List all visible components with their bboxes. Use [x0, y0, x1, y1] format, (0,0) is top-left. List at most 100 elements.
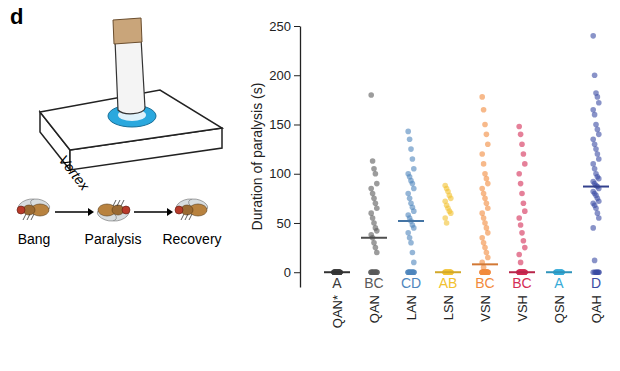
point	[595, 151, 601, 157]
point	[481, 269, 487, 275]
point	[374, 269, 380, 275]
point	[521, 200, 527, 206]
fly-leg	[181, 214, 184, 220]
point	[371, 220, 377, 226]
point	[410, 181, 416, 187]
x-tick: LAN	[404, 291, 419, 320]
point	[596, 132, 602, 138]
point	[592, 258, 598, 264]
point	[411, 269, 417, 275]
strip	[368, 92, 379, 275]
point	[590, 161, 596, 167]
group-label: CD	[401, 275, 421, 291]
point	[590, 136, 596, 142]
group-label: AB	[439, 275, 458, 291]
point	[485, 205, 491, 211]
x-tick: QAN*	[330, 291, 345, 328]
strip	[516, 124, 527, 275]
point	[590, 225, 596, 231]
point	[370, 191, 376, 197]
median	[509, 271, 535, 273]
point	[411, 260, 417, 266]
point	[405, 191, 411, 197]
y-tick: 150	[269, 117, 300, 132]
point	[518, 181, 524, 187]
point	[518, 260, 524, 266]
point	[410, 250, 416, 256]
point	[485, 141, 491, 147]
y-tick: 50	[277, 216, 300, 231]
x-tick: QSN	[552, 291, 567, 323]
fly-leg	[113, 200, 116, 206]
point	[479, 94, 485, 100]
fly	[175, 197, 210, 220]
y-axis-title: Duration of paralysis (s)	[249, 83, 265, 231]
point	[519, 191, 525, 197]
point	[405, 129, 411, 135]
x-tick-label: LAN	[404, 295, 419, 320]
point	[481, 269, 487, 275]
point	[373, 245, 379, 251]
group-label: BC	[364, 275, 383, 291]
point	[518, 132, 524, 138]
y-tick-mark	[294, 223, 300, 224]
point	[596, 199, 602, 205]
point	[370, 158, 376, 164]
point	[516, 215, 522, 221]
point	[596, 100, 602, 106]
median	[435, 271, 461, 273]
device-label: Vortex	[56, 152, 94, 194]
fly-leg	[185, 214, 188, 220]
fly	[17, 197, 52, 220]
panel-label: d	[10, 4, 23, 29]
arrow	[134, 211, 167, 212]
point	[519, 141, 525, 147]
point	[485, 230, 491, 236]
group-labels: ABCCDABBCBCAD	[332, 275, 601, 291]
point	[481, 161, 487, 167]
y-axis-line	[300, 27, 301, 288]
y-tick-label: 200	[269, 68, 291, 83]
y-tick-mark	[294, 272, 300, 273]
strip	[405, 129, 416, 275]
point	[592, 112, 598, 118]
point	[374, 269, 380, 275]
point	[596, 156, 602, 162]
point	[484, 132, 490, 138]
point	[484, 176, 490, 182]
median	[398, 220, 424, 222]
fly-leg	[31, 214, 34, 220]
point	[592, 72, 598, 78]
point	[484, 250, 490, 256]
point	[521, 151, 527, 157]
point	[411, 269, 417, 275]
point	[516, 252, 522, 258]
step-label: Recovery	[162, 231, 221, 247]
point	[448, 196, 454, 202]
x-axis: QAN*QANLANLSNVSNVSHQSNQAH	[330, 291, 604, 328]
fly-leg	[23, 214, 26, 220]
point	[481, 269, 487, 275]
point	[479, 210, 485, 216]
point	[374, 205, 380, 211]
point	[371, 166, 377, 172]
group-label: A	[332, 275, 342, 291]
x-tick: LSN	[441, 291, 456, 320]
point	[407, 136, 413, 142]
point	[484, 225, 490, 231]
x-tick-label: VSH	[515, 295, 530, 322]
group-label: BC	[475, 275, 494, 291]
fly-head	[122, 206, 130, 214]
x-tick-label: LSN	[441, 295, 456, 320]
point	[593, 146, 599, 152]
fly-head	[17, 206, 25, 214]
point	[479, 186, 485, 192]
point	[408, 146, 414, 152]
x-tick: QAH	[589, 291, 604, 323]
point	[522, 208, 528, 214]
median	[583, 186, 609, 188]
figure: dVortexBangParalysisRecovery050100150200…	[0, 0, 620, 371]
point	[374, 228, 380, 234]
point	[482, 122, 488, 128]
group-label: D	[591, 275, 601, 291]
